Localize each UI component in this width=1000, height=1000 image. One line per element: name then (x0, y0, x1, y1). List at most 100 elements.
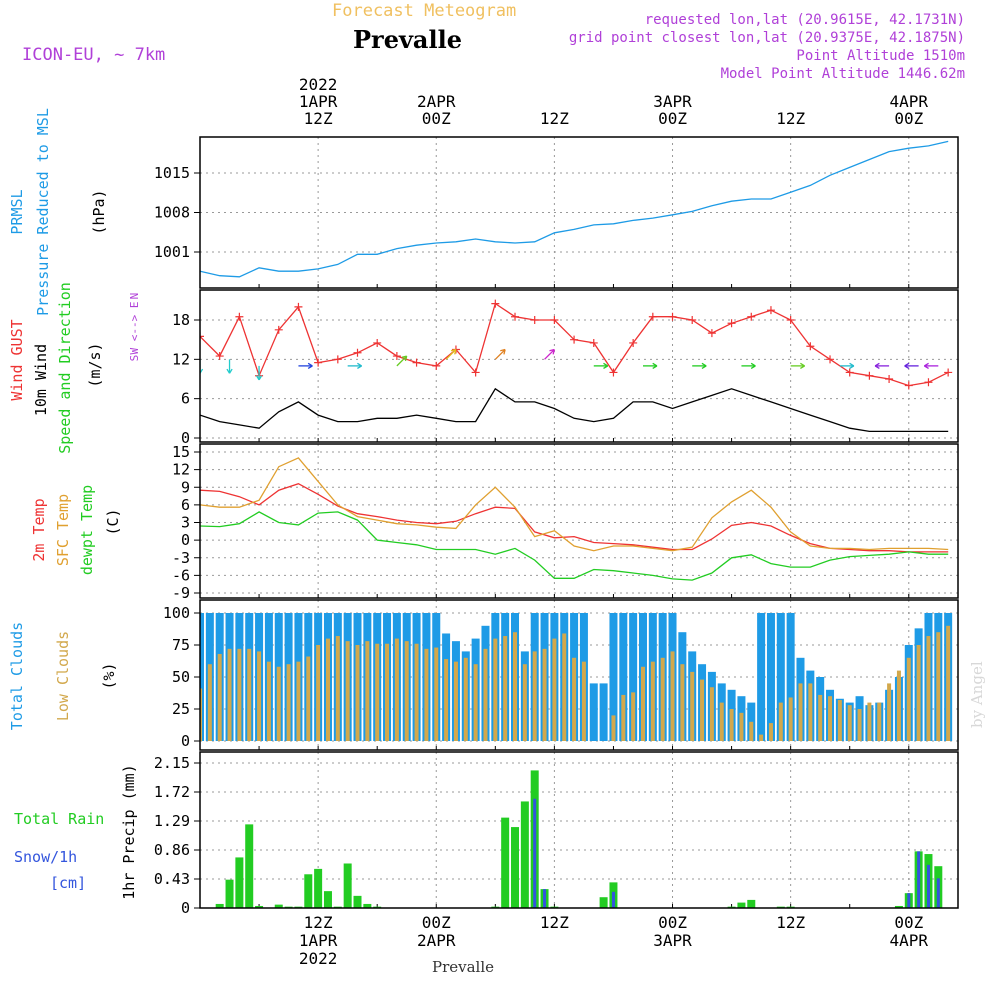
wind-arrow-head (307, 362, 313, 370)
y-tick-label: 18 (172, 311, 190, 329)
bar-rain (343, 863, 352, 908)
bar-rain (215, 903, 224, 908)
bar-low-clouds (513, 632, 518, 741)
bar-low-clouds (926, 636, 931, 741)
gust-point (550, 316, 559, 324)
ylabel-precip: 1hr Precip (mm) (120, 764, 138, 899)
gust-point (235, 312, 244, 321)
panel-frame (199, 443, 959, 599)
bar-low-clouds (759, 734, 764, 741)
bar-low-clouds (385, 643, 390, 741)
bottom-time-label: 00Z (894, 913, 923, 932)
ylabel-percent: (%) (100, 662, 118, 689)
compass-icon: W <--> E N S (128, 293, 141, 362)
info-line-4: Model Point Altitude 1446.62m (721, 66, 965, 82)
footer-label: Prevalle (432, 958, 494, 976)
bar-low-clouds (906, 657, 911, 741)
gust-point (727, 319, 736, 328)
bar-low-clouds (847, 705, 852, 741)
label-cm: [cm] (50, 874, 86, 892)
bar-total-clouds (200, 613, 204, 741)
wind-arrow (494, 349, 506, 360)
ylabel-10m-wind: 10m Wind (32, 344, 50, 416)
bar-low-clouds (463, 657, 468, 741)
wind-arrow-head (500, 348, 506, 355)
bottom-time-label: 12Z (776, 913, 805, 932)
bar-low-clouds (200, 688, 202, 741)
y-tick-label: 0.86 (154, 841, 190, 859)
bar-rain (255, 905, 264, 908)
gust-point (589, 338, 598, 347)
bar-low-clouds (729, 709, 734, 741)
top-label: Forecast Meteogram (332, 1, 516, 21)
gust-point (511, 312, 520, 321)
bar-low-clouds (572, 657, 577, 741)
chart-panels: 100110081015061218-9-6-30369121502550751… (154, 136, 959, 917)
bar-low-clouds (325, 638, 330, 741)
y-tick-label: 9 (181, 478, 190, 496)
bar-low-clouds (700, 679, 705, 741)
y-tick-label: 1.72 (154, 783, 190, 801)
gust-point (629, 338, 638, 347)
bar-rain (363, 903, 372, 908)
y-tick-label: 50 (172, 668, 190, 686)
y-tick-label: 75 (172, 636, 190, 654)
wind-arrow-head (652, 362, 658, 370)
compass-south: S (128, 355, 141, 362)
gust-point (885, 375, 894, 383)
gust-point (944, 368, 953, 377)
wind-arrow-head (549, 348, 555, 355)
y-tick-label: 6 (181, 496, 190, 514)
bar-low-clouds (709, 687, 714, 741)
model-label: ICON-EU, ~ 7km (22, 45, 165, 65)
top-time-label: 2022 (299, 75, 338, 94)
wind-arrow-head (401, 355, 408, 362)
top-time-label: 4APR (890, 92, 929, 111)
bar-total-clouds (599, 683, 608, 741)
wind-arrow-head (874, 362, 880, 370)
gust-point (200, 332, 204, 341)
panel-frame (199, 289, 959, 443)
bar-low-clouds (404, 641, 409, 741)
gust-point (668, 312, 677, 321)
bar-low-clouds (345, 641, 350, 741)
bar-low-clouds (424, 648, 429, 741)
panel-pressure: 1001 1008 1015 (154, 136, 959, 289)
bar-low-clouds (207, 664, 212, 741)
y-tick-label: 15 (172, 443, 190, 461)
gust-point (826, 355, 835, 364)
watermark: by Angel (968, 661, 986, 728)
gust-point (491, 299, 500, 308)
panel-frame (199, 599, 959, 751)
bar-low-clouds (483, 648, 488, 741)
bar-low-clouds (640, 666, 645, 741)
bar-rain (314, 868, 323, 908)
bar-rain (520, 801, 529, 908)
gust-point (707, 329, 716, 338)
bar-low-clouds (375, 643, 380, 741)
bar-low-clouds (660, 657, 665, 741)
bar-low-clouds (680, 664, 685, 741)
gust-point (432, 361, 441, 370)
bar-low-clouds (414, 643, 419, 741)
bar-low-clouds (877, 702, 882, 741)
bar-rain (225, 879, 234, 908)
bar-rain (501, 817, 510, 908)
bar-low-clouds (237, 648, 242, 741)
gust-point (786, 316, 795, 324)
top-time-label: 2APR (417, 92, 456, 111)
bar-snow (533, 798, 537, 908)
bar-snow (907, 893, 911, 908)
label-total-rain: Total Rain (14, 810, 104, 828)
gust-point (865, 371, 874, 380)
gust-point (392, 352, 401, 361)
bar-low-clouds (719, 702, 724, 741)
bottom-time-label: 1APR (299, 931, 338, 950)
bar-rain (511, 827, 520, 908)
gust-point (471, 368, 480, 377)
y-tick-label: 0 (181, 899, 190, 917)
y-tick-label: 0 (181, 732, 190, 750)
bar-rain (599, 897, 608, 908)
y-tick-label: 0 (181, 429, 190, 447)
